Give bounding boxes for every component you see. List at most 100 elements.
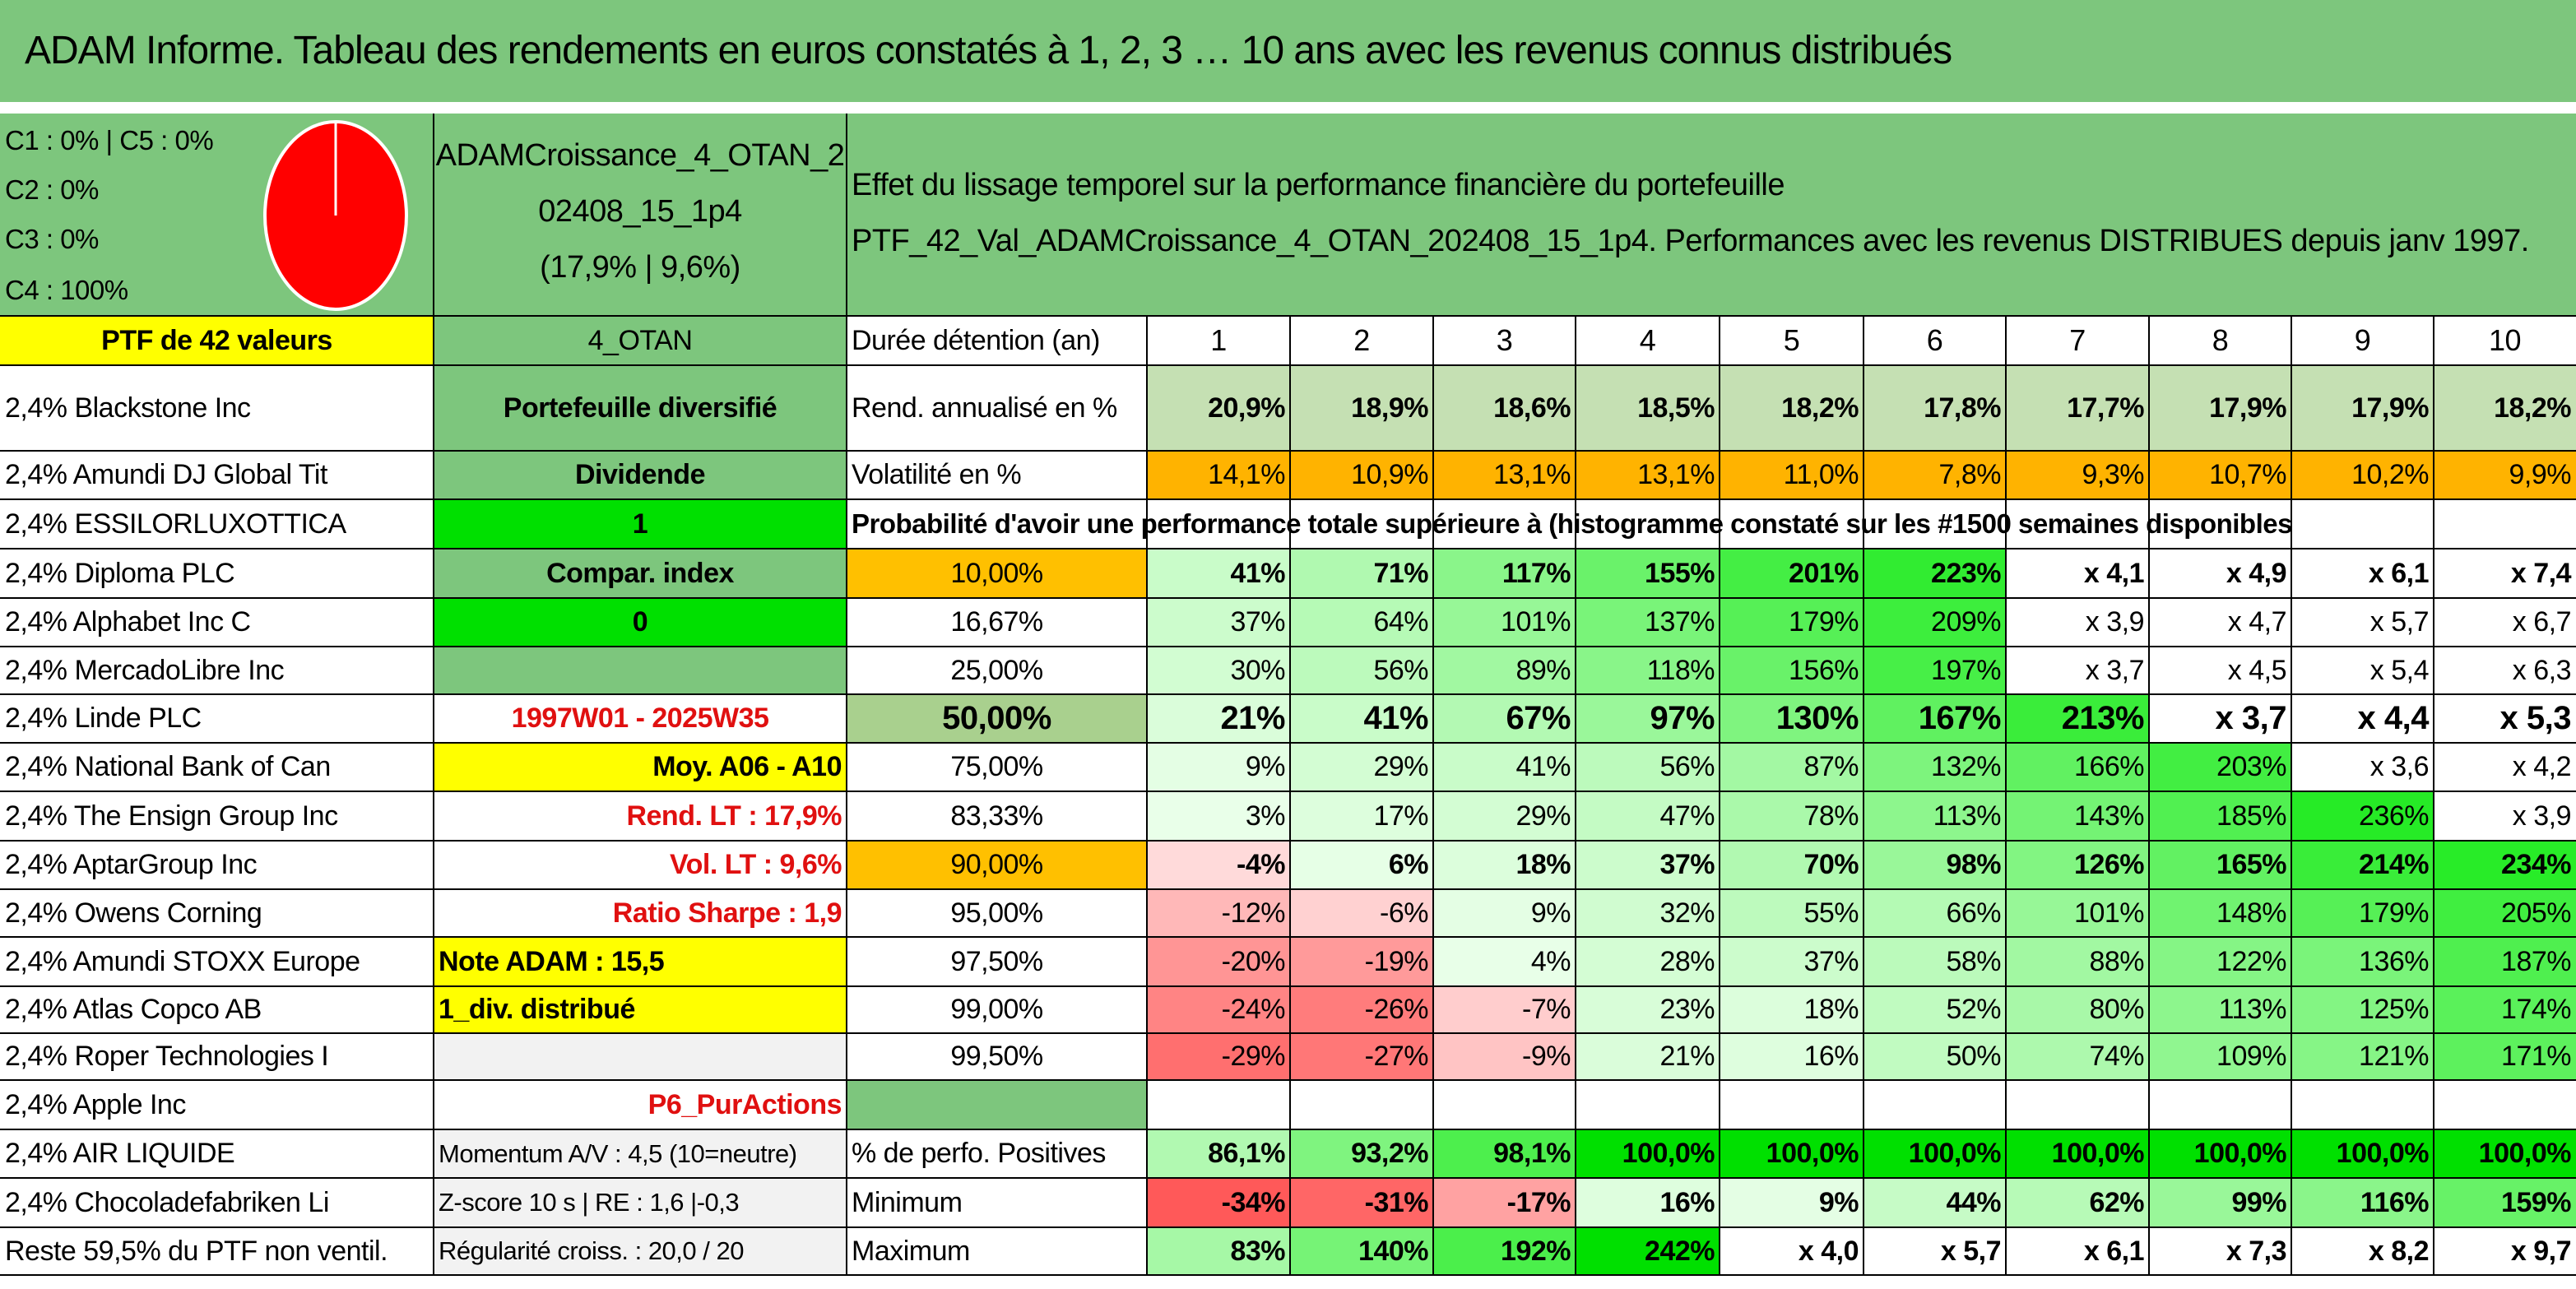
rend-value: 18,2%: [1720, 365, 1864, 451]
prob-value: 41%: [1433, 743, 1576, 791]
max-label: Maximum: [852, 1236, 970, 1267]
prob-value: 101%: [2006, 889, 2149, 937]
prob-value: 21%: [1576, 1033, 1720, 1080]
prob-value: 47%: [1576, 791, 1720, 841]
prob-value: x 4,7: [2149, 598, 2291, 647]
prob-value: 37%: [1720, 937, 1864, 986]
min-value: -31%: [1290, 1178, 1433, 1227]
prob-value: 113%: [2149, 986, 2291, 1033]
grid-line: [2005, 316, 2007, 1275]
prob-value: -12%: [1147, 889, 1290, 937]
grid-line: [0, 693, 2576, 695]
holding-row: 2,4% Chocoladefabriken Li: [5, 1187, 329, 1218]
vol-value: 9,3%: [2006, 451, 2149, 499]
prob-value: 171%: [2434, 1033, 2576, 1080]
class-c2: C2 : 0%: [5, 174, 99, 205]
prob-value: 64%: [1290, 598, 1433, 647]
grid-line: [846, 114, 847, 1275]
prob-value: 209%: [1864, 598, 2006, 647]
min-value: 9%: [1720, 1178, 1864, 1227]
prob-value: 16%: [1720, 1033, 1864, 1080]
prob-value: 187%: [2434, 937, 2576, 986]
pos-value: 100,0%: [1720, 1129, 1864, 1178]
year-header: 7: [2069, 323, 2086, 357]
pos-value: 98,1%: [1433, 1129, 1576, 1178]
prob-value: 3%: [1147, 791, 1290, 841]
prob-value: 74%: [2006, 1033, 2149, 1080]
prob-value: 165%: [2149, 841, 2291, 889]
prob-value: 167%: [1864, 694, 2006, 743]
grid-line: [2148, 316, 2150, 1275]
prob-threshold: 16,67%: [847, 598, 1147, 647]
grid-line: [0, 1274, 2576, 1276]
prob-value: 41%: [1290, 694, 1433, 743]
holding-row: 2,4% Amundi STOXX Europe: [5, 946, 360, 977]
rend-value: 17,8%: [1864, 365, 2006, 451]
rend-value: 20,9%: [1147, 365, 1290, 451]
income-mode: Dividende: [434, 451, 847, 499]
max-value: 192%: [1433, 1227, 1576, 1275]
prob-value: x 5,3: [2434, 694, 2576, 743]
prob-value: 18%: [1433, 841, 1576, 889]
prob-value: 236%: [2291, 791, 2434, 841]
prob-value: -4%: [1147, 841, 1290, 889]
vol-value: 7,8%: [1864, 451, 2006, 499]
prob-value: 130%: [1720, 694, 1864, 743]
prob-value: 30%: [1147, 647, 1290, 694]
prob-threshold: 99,50%: [847, 1033, 1147, 1080]
prob-value: 55%: [1720, 889, 1864, 937]
max-value: x 5,7: [1864, 1227, 2006, 1275]
prob-threshold: 97,50%: [847, 937, 1147, 986]
year-header: 9: [2354, 323, 2371, 357]
year-header: 10: [2488, 323, 2522, 357]
class-c4: C4 : 100%: [5, 275, 128, 305]
prob-threshold: 50,00%: [847, 694, 1147, 743]
report-title: ADAM Informe. Tableau des rendements en …: [0, 0, 2576, 102]
prob-value: 143%: [2006, 791, 2149, 841]
holding-row: 2,4% The Ensign Group Inc: [5, 800, 338, 832]
prob-value: x 3,9: [2006, 598, 2149, 647]
rend-value: 17,9%: [2149, 365, 2291, 451]
year-header: 5: [1783, 323, 1800, 357]
vol-value: 10,9%: [1290, 451, 1433, 499]
prob-value: 28%: [1576, 937, 1720, 986]
compar-index: Compar. index: [434, 549, 847, 598]
grid-line: [1863, 316, 1864, 1275]
max-value: 83%: [1147, 1227, 1290, 1275]
prob-threshold: 95,00%: [847, 889, 1147, 937]
average-range: Moy. A06 - A10: [434, 743, 847, 791]
pos-value: 100,0%: [2149, 1129, 2291, 1178]
prob-value: -27%: [1290, 1033, 1433, 1080]
min-value: -34%: [1147, 1178, 1290, 1227]
vol-value: 14,1%: [1147, 451, 1290, 499]
grid-line: [0, 985, 2576, 987]
prob-value: 101%: [1433, 598, 1576, 647]
rend-value: 18,2%: [2434, 365, 2576, 451]
grid-line: [1289, 316, 1291, 1275]
header-description-block: Effet du lissage temporel sur la perform…: [847, 114, 2576, 316]
long-term-volatility: Vol. LT : 9,6%: [670, 849, 842, 880]
prob-value: 29%: [1433, 791, 1576, 841]
prob-value: -20%: [1147, 937, 1290, 986]
pos-value: 100,0%: [1864, 1129, 2006, 1178]
prob-value: 121%: [2291, 1033, 2434, 1080]
prob-value: 6%: [1290, 841, 1433, 889]
vol-value: 11,0%: [1720, 451, 1864, 499]
prob-value: 213%: [2006, 694, 2149, 743]
portfolio-name-line2: 02408_15_1p4: [538, 194, 742, 229]
prob-threshold: 10,00%: [847, 549, 1147, 598]
prob-value: x 7,4: [2434, 549, 2576, 598]
holding-row: 2,4% Amundi DJ Global Tit: [5, 459, 327, 490]
grid-line: [1575, 316, 1576, 1275]
prob-value: 71%: [1290, 549, 1433, 598]
prob-value: 56%: [1290, 647, 1433, 694]
prob-value: -9%: [1433, 1033, 1576, 1080]
class-block: C1 : 0% | C5 : 0% C2 : 0% C3 : 0% C4 : 1…: [0, 114, 434, 316]
prob-value: x 3,7: [2006, 647, 2149, 694]
period-range: 1997W01 - 2025W35: [511, 702, 769, 734]
year-header: 3: [1496, 323, 1513, 357]
holding-row: 2,4% Owens Corning: [5, 897, 262, 929]
grid-line: [433, 114, 434, 1275]
rend-value: 17,9%: [2291, 365, 2434, 451]
prob-value: 29%: [1290, 743, 1433, 791]
